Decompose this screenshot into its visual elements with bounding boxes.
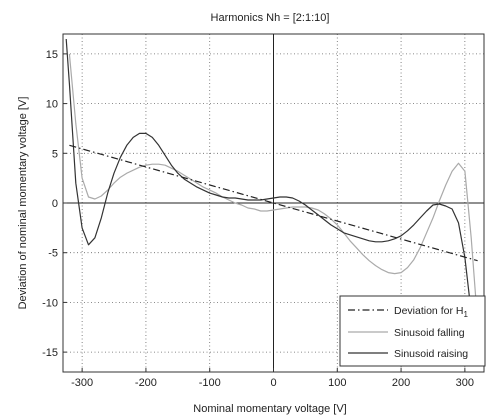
legend-label-h1-sub: 1 (463, 310, 468, 319)
legend-label-falling: Sinusoid falling (394, 327, 465, 339)
x-tick-label: -300 (71, 377, 93, 389)
series-line-sinusoid-falling (68, 53, 479, 323)
legend-label-h1: Deviation for H1 (394, 305, 468, 319)
legend-label-raising: Sinusoid raising (394, 348, 468, 360)
x-axis-title: Nominal momentary voltage [V] (193, 403, 346, 415)
y-tick-label: 10 (46, 99, 58, 111)
legend-label-h1-main: Deviation for H (394, 305, 463, 317)
y-tick-label: 15 (46, 49, 58, 61)
x-tick-label: -100 (199, 377, 221, 389)
chart-title: Harmonics Nh = [2:1:10] (211, 12, 330, 24)
series-layer (65, 38, 479, 343)
x-tick-label: 0 (270, 377, 276, 389)
legend: Deviation for H1 Sinusoid falling Sinuso… (339, 295, 486, 367)
y-tick-label: 0 (52, 198, 58, 210)
series-line-deviation-for-h1 (69, 144, 478, 262)
legend-box (339, 295, 486, 367)
y-tick-label: 5 (52, 148, 58, 160)
y-tick-label: -10 (42, 297, 58, 309)
y-tick-label: -5 (48, 248, 58, 260)
ticks-layer: -300 -200 -100 0 100 200 300 -15 -10 -5 0 5 10 15 (42, 49, 474, 389)
x-tick-label: 100 (328, 377, 346, 389)
series-line-sinusoid-raising (65, 38, 479, 343)
y-tick-label: -15 (42, 347, 58, 359)
x-tick-label: 300 (456, 377, 474, 389)
x-tick-label: -200 (135, 377, 157, 389)
y-axis-title: Deviation of nominal momentary voltage [… (17, 97, 29, 310)
x-tick-label: 200 (392, 377, 410, 389)
